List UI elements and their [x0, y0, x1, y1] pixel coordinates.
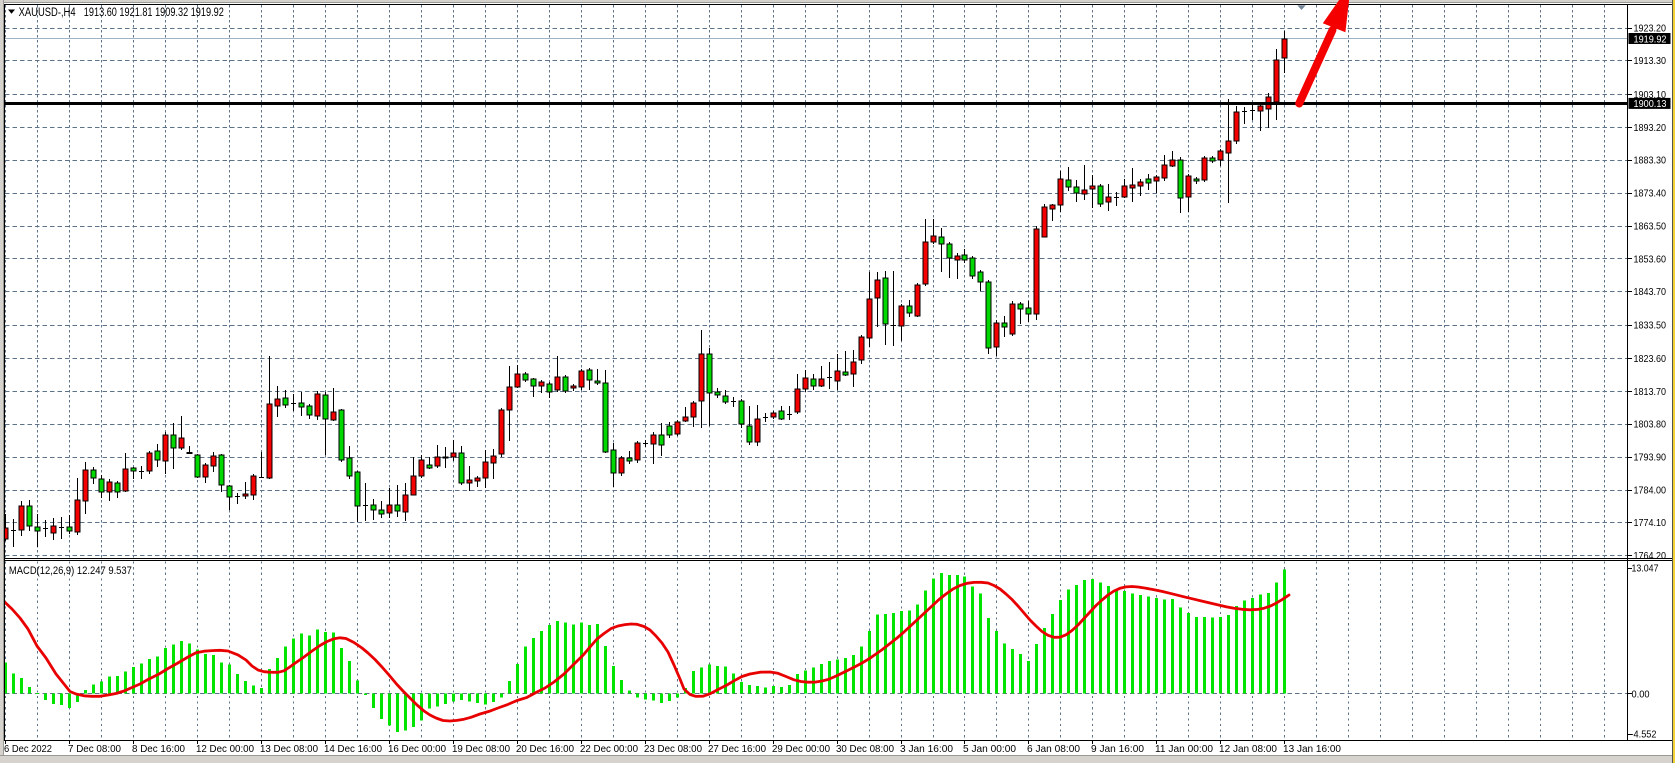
- svg-text:1813.70: 1813.70: [1634, 386, 1667, 398]
- svg-text:1764.20: 1764.20: [1634, 550, 1667, 562]
- svg-text:0.00: 0.00: [1632, 688, 1650, 700]
- svg-text:14 Dec 16:00: 14 Dec 16:00: [324, 743, 382, 755]
- svg-text:12 Dec 00:00: 12 Dec 00:00: [196, 743, 254, 755]
- svg-text:29 Dec 00:00: 29 Dec 00:00: [772, 743, 830, 755]
- svg-text:1919.92: 1919.92: [1634, 33, 1667, 45]
- svg-text:1923.20: 1923.20: [1634, 22, 1667, 34]
- svg-text:6 Dec 2022: 6 Dec 2022: [4, 743, 52, 755]
- svg-text:1803.80: 1803.80: [1634, 419, 1667, 431]
- svg-text:1863.50: 1863.50: [1634, 220, 1667, 232]
- svg-text:23 Dec 08:00: 23 Dec 08:00: [644, 743, 702, 755]
- svg-text:1913.30: 1913.30: [1634, 55, 1667, 67]
- svg-text:6 Jan 08:00: 6 Jan 08:00: [1027, 743, 1080, 755]
- svg-text:1900.13: 1900.13: [1634, 98, 1667, 110]
- svg-text:3 Jan 16:00: 3 Jan 16:00: [900, 743, 953, 755]
- svg-text:1843.70: 1843.70: [1634, 286, 1667, 298]
- svg-text:1793.90: 1793.90: [1634, 452, 1667, 464]
- svg-text:1833.50: 1833.50: [1634, 320, 1667, 332]
- svg-text:-4.552: -4.552: [1631, 728, 1657, 740]
- svg-text:1913.60 1921.81 1909.32 1919.9: 1913.60 1921.81 1909.32 1919.92: [84, 7, 224, 19]
- svg-text:7 Dec 08:00: 7 Dec 08:00: [68, 743, 121, 755]
- svg-text:20 Dec 16:00: 20 Dec 16:00: [516, 743, 574, 755]
- svg-text:1873.40: 1873.40: [1634, 188, 1667, 200]
- svg-text:13.047: 13.047: [1632, 562, 1659, 574]
- svg-text:XAUUSD-,H4: XAUUSD-,H4: [19, 7, 76, 19]
- svg-text:1784.00: 1784.00: [1634, 484, 1667, 496]
- svg-text:8 Dec 16:00: 8 Dec 16:00: [132, 743, 185, 755]
- svg-text:27 Dec 16:00: 27 Dec 16:00: [708, 743, 766, 755]
- svg-text:12 Jan 08:00: 12 Jan 08:00: [1219, 743, 1277, 755]
- svg-text:22 Dec 00:00: 22 Dec 00:00: [580, 743, 638, 755]
- svg-text:1883.30: 1883.30: [1634, 155, 1667, 167]
- svg-text:1853.60: 1853.60: [1634, 253, 1667, 265]
- svg-text:13 Dec 08:00: 13 Dec 08:00: [260, 743, 318, 755]
- svg-text:MACD(12,26,9) 12.247 9.537: MACD(12,26,9) 12.247 9.537: [9, 565, 132, 577]
- svg-text:1893.20: 1893.20: [1634, 122, 1667, 134]
- svg-text:11 Jan 00:00: 11 Jan 00:00: [1155, 743, 1213, 755]
- svg-text:16 Dec 00:00: 16 Dec 00:00: [388, 743, 446, 755]
- svg-text:1774.10: 1774.10: [1634, 517, 1667, 529]
- svg-text:1823.60: 1823.60: [1634, 353, 1667, 365]
- svg-text:13 Jan 16:00: 13 Jan 16:00: [1283, 743, 1341, 755]
- svg-text:19 Dec 08:00: 19 Dec 08:00: [452, 743, 510, 755]
- svg-text:5 Jan 00:00: 5 Jan 00:00: [963, 743, 1016, 755]
- svg-text:30 Dec 08:00: 30 Dec 08:00: [836, 743, 894, 755]
- svg-text:9 Jan 16:00: 9 Jan 16:00: [1091, 743, 1144, 755]
